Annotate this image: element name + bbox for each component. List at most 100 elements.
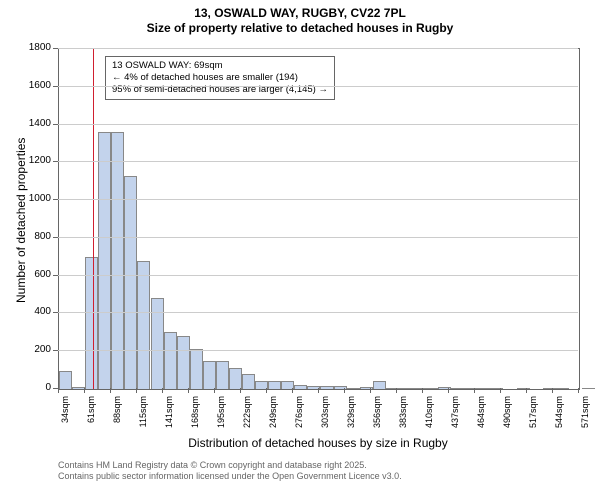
x-tick-label: 168sqm (190, 396, 200, 436)
x-tick-label: 571sqm (580, 396, 590, 436)
y-tick-label: 800 (23, 231, 51, 242)
x-tick (240, 388, 241, 393)
histogram-bar (203, 361, 216, 389)
histogram-bar (556, 388, 569, 389)
y-tick-label: 200 (23, 344, 51, 355)
histogram-bar (347, 388, 360, 389)
title-line-2: Size of property relative to detached ho… (0, 21, 600, 36)
histogram-bar (373, 381, 386, 389)
x-tick (526, 388, 527, 393)
histogram-bar (451, 388, 464, 389)
chart-container: 13, OSWALD WAY, RUGBY, CV22 7PL Size of … (0, 0, 600, 500)
histogram-bar (190, 349, 203, 389)
x-tick (578, 388, 579, 393)
x-tick (136, 388, 137, 393)
x-tick-label: 464sqm (476, 396, 486, 436)
x-tick-label: 195sqm (216, 396, 226, 436)
x-tick-label: 303sqm (320, 396, 330, 436)
x-tick-label: 544sqm (554, 396, 564, 436)
x-tick-label: 222sqm (242, 396, 252, 436)
y-gridline (58, 161, 578, 162)
histogram-bar (229, 368, 242, 389)
x-tick (292, 388, 293, 393)
x-tick (344, 388, 345, 393)
y-gridline (58, 237, 578, 238)
footer-line-1: Contains HM Land Registry data © Crown c… (58, 460, 402, 471)
y-tick-label: 1600 (23, 80, 51, 91)
y-tick-label: 1000 (23, 193, 51, 204)
histogram-bar (320, 386, 333, 389)
x-tick (422, 388, 423, 393)
x-tick (188, 388, 189, 393)
y-tick-label: 400 (23, 306, 51, 317)
y-gridline (58, 86, 578, 87)
x-tick-label: 517sqm (528, 396, 538, 436)
x-tick (552, 388, 553, 393)
y-gridline (58, 199, 578, 200)
y-gridline (58, 124, 578, 125)
histogram-bar (543, 388, 556, 389)
x-tick (500, 388, 501, 393)
histogram-bar (164, 332, 177, 389)
y-tick-label: 1200 (23, 155, 51, 166)
histogram-bar (137, 261, 150, 389)
histogram-bar (59, 371, 72, 389)
histogram-bar (582, 388, 595, 389)
marker-info-box: 13 OSWALD WAY: 69sqm ← 4% of detached ho… (105, 56, 335, 100)
x-tick (448, 388, 449, 393)
y-gridline (58, 350, 578, 351)
histogram-bar (268, 381, 281, 389)
title-line-1: 13, OSWALD WAY, RUGBY, CV22 7PL (0, 6, 600, 21)
x-tick (396, 388, 397, 393)
y-tick-label: 1400 (23, 118, 51, 129)
y-tick-label: 1800 (23, 42, 51, 53)
histogram-bar (490, 388, 503, 389)
infobox-line-1: 13 OSWALD WAY: 69sqm (112, 60, 328, 72)
x-tick (214, 388, 215, 393)
x-tick (370, 388, 371, 393)
histogram-bar (477, 388, 490, 389)
y-tick-label: 0 (23, 382, 51, 393)
footer-line-2: Contains public sector information licen… (58, 471, 402, 482)
x-tick (162, 388, 163, 393)
x-tick-label: 249sqm (268, 396, 278, 436)
x-tick-label: 410sqm (424, 396, 434, 436)
histogram-bar (412, 388, 425, 390)
x-tick (58, 388, 59, 393)
y-gridline (58, 312, 578, 313)
y-gridline (58, 275, 578, 276)
histogram-bar (294, 385, 307, 389)
x-tick (318, 388, 319, 393)
x-tick (110, 388, 111, 393)
property-marker-line (93, 49, 94, 389)
x-tick-label: 276sqm (294, 396, 304, 436)
footer-attribution: Contains HM Land Registry data © Crown c… (58, 460, 402, 482)
histogram-bar (124, 176, 137, 389)
x-tick (474, 388, 475, 393)
histogram-bar (216, 361, 229, 389)
x-tick-label: 356sqm (372, 396, 382, 436)
x-tick-label: 329sqm (346, 396, 356, 436)
y-gridline (58, 48, 578, 49)
y-tick-label: 600 (23, 269, 51, 280)
x-tick (84, 388, 85, 393)
x-tick-label: 490sqm (502, 396, 512, 436)
infobox-line-2: ← 4% of detached houses are smaller (194… (112, 72, 328, 84)
x-axis-label: Distribution of detached houses by size … (58, 436, 578, 450)
histogram-bar (425, 388, 438, 389)
x-tick-label: 61sqm (86, 396, 96, 436)
x-tick-label: 88sqm (112, 396, 122, 436)
histogram-bar (177, 336, 190, 389)
histogram-bar (464, 388, 477, 389)
title-block: 13, OSWALD WAY, RUGBY, CV22 7PL Size of … (0, 0, 600, 36)
x-tick-label: 383sqm (398, 396, 408, 436)
histogram-bar (242, 374, 255, 389)
x-tick (266, 388, 267, 393)
x-tick-label: 141sqm (164, 396, 174, 436)
x-tick-label: 437sqm (450, 396, 460, 436)
histogram-bar (438, 387, 451, 389)
histogram-bar (399, 388, 412, 389)
histogram-bar (517, 388, 530, 389)
x-tick-label: 34sqm (60, 396, 70, 436)
x-tick-label: 115sqm (138, 396, 148, 436)
